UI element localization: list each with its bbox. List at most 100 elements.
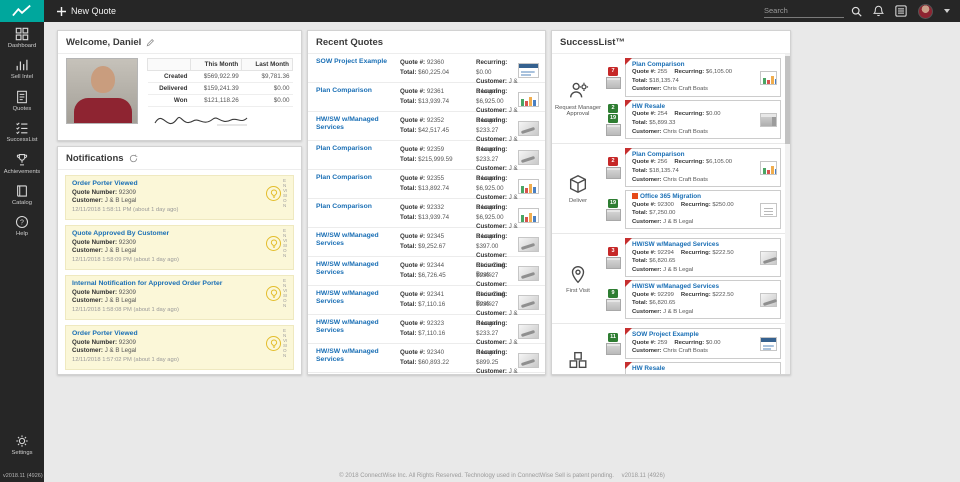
welcome-panel: Welcome, Daniel This Month Last Month Cr… <box>57 30 302 141</box>
recent-quote-row[interactable]: Plan Comparison Quote #: 92359 Total: $2… <box>308 141 545 182</box>
days-badge: 11 <box>608 332 618 342</box>
entry-meta: 7 <box>604 66 622 89</box>
notification-card[interactable]: Order Porter Viewed Quote Number: 92309 … <box>65 325 294 370</box>
notifications-bell-icon[interactable] <box>873 5 884 17</box>
successlist-card[interactable]: HW Resale Quote #: 254 Recurring: $0.00 T… <box>625 100 781 140</box>
user-avatar[interactable] <box>918 3 933 19</box>
quote-title-link[interactable]: Plan Comparison <box>316 87 372 94</box>
quote-thumbnail <box>518 352 539 368</box>
sidebar-item-dashboard[interactable]: Dashboard <box>0 22 44 53</box>
card-title-link[interactable]: HW Resale <box>632 365 666 373</box>
card-title-link[interactable]: SOW Project Example <box>632 331 699 339</box>
total-value: $42,517.45 <box>418 126 450 134</box>
priority-flag-icon <box>625 328 632 336</box>
quote-thumbnail <box>760 250 777 265</box>
notification-card[interactable]: Order Porter Viewed Quote Number: 92309 … <box>65 175 294 220</box>
search-input[interactable] <box>764 4 844 18</box>
quote-title-link[interactable]: SOW Project Example <box>316 58 388 65</box>
customer-label: Customer: <box>632 348 662 355</box>
search-icon[interactable] <box>851 6 862 17</box>
menu-grid-icon[interactable] <box>895 5 907 17</box>
recent-quote-row[interactable]: HW/SW w/Managed Services Quote #: 92345 … <box>308 228 545 278</box>
quote-title-link[interactable]: HW/SW w/Managed Services <box>316 116 379 132</box>
quote-title-link[interactable]: HW/SW w/Managed Services <box>316 261 379 277</box>
card-title-link[interactable]: HW Resale <box>632 103 666 111</box>
quote-title-link[interactable]: Plan Comparison <box>316 145 372 152</box>
last-month-value: $0.00 <box>241 94 293 107</box>
sidebar-item-achievements[interactable]: Achievements <box>0 148 44 179</box>
recent-quote-row[interactable]: HW/SW w/Managed Services Quote #: 92352 … <box>308 112 545 153</box>
quote-thumbnail <box>518 294 539 310</box>
notification-card[interactable]: Internal Notification for Approved Order… <box>65 275 294 320</box>
successlist-card[interactable]: SOW Project Example Quote #: 259 Recurrin… <box>625 328 781 360</box>
card-title-link[interactable]: HW/SW w/Managed Services <box>632 283 720 291</box>
sidebar-item-sell-intel[interactable]: Sell Intel <box>0 53 44 84</box>
successlist-card[interactable]: HW Resale Quote #: 258Recurring: $0.00 T… <box>625 362 781 375</box>
notification-title-link[interactable]: Internal Notification for Approved Order… <box>72 280 223 287</box>
copyright-text: © 2018 ConnectWise Inc. All Rights Reser… <box>339 473 614 479</box>
quote-title-link[interactable]: HW/SW w/Managed Services <box>316 232 379 248</box>
quote-number: 92352 <box>426 117 445 124</box>
recent-quote-row[interactable]: HW/SW w/Managed Services Quote #: 92344 … <box>308 257 545 307</box>
sidebar-item-help[interactable]: ? Help <box>0 210 44 241</box>
successlist-card[interactable]: Office 365 Migration Quote #: 92300 Recur… <box>625 190 781 230</box>
customer-label: Customer: <box>632 86 662 93</box>
successlist-card[interactable]: Plan Comparison Quote #: 256 Recurring: $… <box>625 148 781 188</box>
recurring-label: Recurring: <box>476 175 508 182</box>
product-thumbnail <box>605 208 621 221</box>
first-visit-icon <box>567 263 589 285</box>
notification-title-link[interactable]: Order Porter Viewed <box>72 330 138 337</box>
recurring-value: $397.00 <box>476 242 499 250</box>
recurring-label: Recurring: <box>476 88 508 95</box>
new-quote-button[interactable]: New Quote <box>57 6 116 16</box>
quote-title-link[interactable]: HW/SW w/Managed Services <box>316 319 379 335</box>
quote-title-link[interactable]: Plan Comparison <box>316 203 372 210</box>
successlist-card[interactable]: HW/SW w/Managed Services Quote #: 92294 R… <box>625 238 781 278</box>
sidebar-item-successlist[interactable]: SuccessList <box>0 116 44 147</box>
settings-gear-icon <box>15 434 29 448</box>
notification-card[interactable]: Quote Approved By Customer Quote Number:… <box>65 225 294 270</box>
office365-icon <box>632 193 638 200</box>
recent-quote-row[interactable]: HW/SW w/Managed Services Quote #: 92340 … <box>308 344 545 374</box>
successlist-stage: Deliver 2 Plan Comparison Quote #: 256 Re… <box>552 144 790 235</box>
chevron-down-icon[interactable] <box>944 9 950 13</box>
quote-title-link[interactable]: HW/SW w/Managed Services <box>316 290 379 306</box>
notification-title-link[interactable]: Quote Approved By Customer <box>72 230 170 237</box>
sidebar-item-catalog[interactable]: Catalog <box>0 179 44 210</box>
quote-title-link[interactable]: Plan Comparison <box>316 174 372 181</box>
recent-quote-row[interactable]: Plan Comparison Quote #: 92355 Total: $1… <box>308 170 545 211</box>
recent-quote-row[interactable]: HW/SW w/Managed Services Quote #: 92323 … <box>308 315 545 356</box>
quote-label: Quote #: <box>400 262 426 269</box>
card-title-link[interactable]: HW/SW w/Managed Services <box>632 241 720 249</box>
user-photo <box>66 58 138 124</box>
sidebar-item-quotes[interactable]: Quotes <box>0 85 44 116</box>
scrollbar-thumb[interactable] <box>785 56 790 144</box>
recent-quote-row[interactable]: Plan Comparison Quote #: 92361 Total: $1… <box>308 83 545 124</box>
customer-label: Customer: <box>476 339 507 347</box>
successlist-card[interactable]: Plan Comparison Quote #: 255 Recurring: $… <box>625 58 781 98</box>
stage-label: Request Manager Approval <box>554 104 602 118</box>
recent-quote-row[interactable]: Plan Comparison Quote #: 92332 Total: $1… <box>308 199 545 240</box>
successlist-scrollbar[interactable] <box>785 54 790 374</box>
quote-details: Recurring: $397.00 Customer: Chris Craft… <box>476 232 518 280</box>
customer-value: Chris Craft Boats <box>663 128 708 135</box>
quote-details: Recurring: $233.27 Customer: J & B Legal <box>476 319 518 357</box>
card-title-link[interactable]: Office 365 Migration <box>640 193 702 201</box>
recurring-value: $6,925.00 <box>476 213 504 221</box>
sidebar-item-settings[interactable]: Settings <box>0 429 44 460</box>
card-title-link[interactable]: Plan Comparison <box>632 61 685 68</box>
quote-number: 92355 <box>426 175 445 182</box>
quote-label: Quote #: <box>400 320 426 327</box>
quote-number: 258 <box>658 374 668 375</box>
recent-quote-row[interactable]: HW/SW w/Managed Services Quote #: 92341 … <box>308 286 545 327</box>
envision-logo: ENVISION <box>266 178 289 208</box>
successlist-card[interactable]: HW/SW w/Managed Services Quote #: 92299 R… <box>625 280 781 320</box>
refresh-icon[interactable] <box>129 154 138 163</box>
card-title-link[interactable]: Plan Comparison <box>632 151 685 159</box>
connectwise-sell-logo[interactable] <box>0 0 44 22</box>
recent-quote-row[interactable]: SOW Project Example Quote #: 92360 Total… <box>308 54 545 95</box>
quote-title-link[interactable]: HW/SW w/Managed Services <box>316 348 379 364</box>
quote-label: Quote #: <box>400 233 426 240</box>
notification-title-link[interactable]: Order Porter Viewed <box>72 180 138 187</box>
edit-pencil-icon[interactable] <box>146 38 155 47</box>
